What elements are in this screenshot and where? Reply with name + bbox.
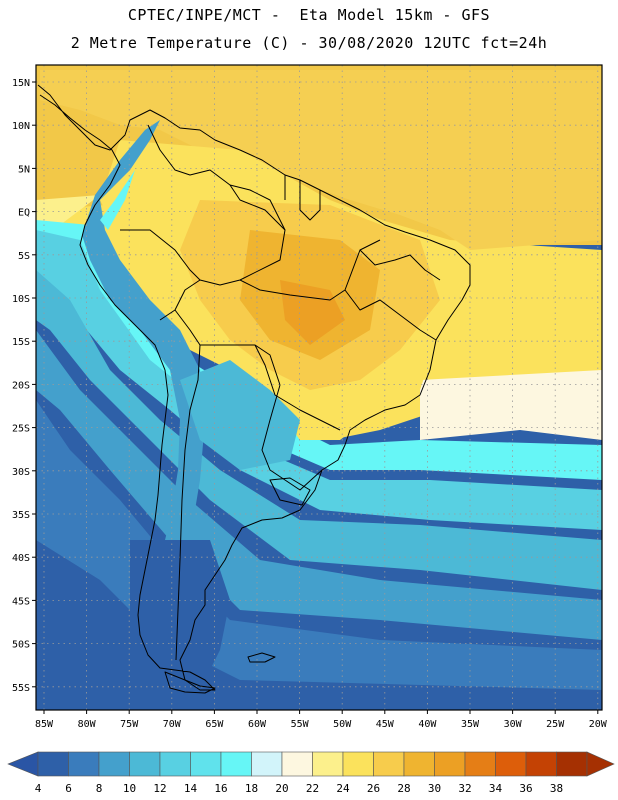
graticule bbox=[36, 65, 602, 710]
colorbar-label: 36 bbox=[519, 782, 532, 795]
colorbar-swatch bbox=[434, 751, 466, 777]
lat-tick-label: 55S bbox=[12, 683, 30, 694]
lon-tick-label: 20W bbox=[589, 719, 608, 730]
lon-tick-label: 25W bbox=[546, 719, 565, 730]
lat-tick-label: 10S bbox=[12, 294, 30, 305]
colorbar-label: 38 bbox=[550, 782, 563, 795]
colorbar-label: 32 bbox=[458, 782, 471, 795]
colorbar-label: 22 bbox=[306, 782, 319, 795]
lon-tick-label: 85W bbox=[35, 719, 54, 730]
lon-tick-label: 65W bbox=[205, 719, 224, 730]
colorbar-swatch bbox=[342, 751, 374, 777]
colorbar-under-arrow bbox=[7, 751, 39, 777]
chart-subtitle: 2 Metre Temperature (C) - 30/08/2020 12U… bbox=[70, 34, 548, 52]
lat-tick-label: 45S bbox=[12, 596, 30, 607]
lon-tick-label: 30W bbox=[504, 719, 523, 730]
colorbar-label: 10 bbox=[123, 782, 136, 795]
lon-tick-label: 70W bbox=[163, 719, 182, 730]
lat-tick-label: 30S bbox=[12, 467, 30, 478]
lat-tick-label: 15N bbox=[12, 78, 30, 89]
colorbar-swatch bbox=[251, 751, 283, 777]
colorbar-label: 24 bbox=[336, 782, 350, 795]
lat-tick-label: 5N bbox=[18, 164, 30, 175]
colorbar-swatch bbox=[495, 751, 527, 777]
lat-tick-label: 5S bbox=[18, 251, 30, 262]
map-border bbox=[35, 64, 603, 711]
colorbar-label: 8 bbox=[96, 782, 103, 795]
colorbar-swatch bbox=[312, 751, 344, 777]
colorbar: 4 6 8 10 12 14 16 18 20 22 24 26 28 30 32 34 36 38 bbox=[7, 751, 615, 795]
colorbar-swatch bbox=[159, 751, 191, 777]
colorbar-swatch bbox=[525, 751, 557, 777]
colorbar-swatch bbox=[403, 751, 435, 777]
lon-tick-label: 35W bbox=[461, 719, 480, 730]
colorbar-over-arrow bbox=[586, 751, 615, 777]
lat-tick-label: EQ bbox=[18, 208, 30, 219]
colorbar-swatch bbox=[373, 751, 405, 777]
coastline bbox=[37, 84, 471, 694]
colorbar-swatch bbox=[464, 751, 496, 777]
colorbar-swatch bbox=[129, 751, 161, 777]
colorbar-label: 12 bbox=[153, 782, 166, 795]
colorbar-swatch bbox=[68, 751, 100, 777]
colorbar-label: 18 bbox=[245, 782, 258, 795]
colorbar-swatch bbox=[556, 751, 588, 777]
colorbar-swatch bbox=[37, 751, 69, 777]
lat-tick-label: 25S bbox=[12, 424, 30, 435]
colorbar-label: 6 bbox=[65, 782, 72, 795]
lat-tick-label: 15S bbox=[12, 337, 30, 348]
lat-tick-label: 10N bbox=[12, 121, 30, 132]
lon-tick-label: 55W bbox=[291, 719, 310, 730]
lon-tick-label: 80W bbox=[78, 719, 97, 730]
colorbar-label: 4 bbox=[35, 782, 42, 795]
colorbar-label: 28 bbox=[397, 782, 410, 795]
chart-title: CPTEC/INPE/MCT - Eta Model 15km - GFS bbox=[127, 6, 491, 24]
lon-tick-label: 45W bbox=[376, 719, 395, 730]
colorbar-label: 20 bbox=[275, 782, 288, 795]
lat-tick-label: 35S bbox=[12, 510, 30, 521]
temperature-field bbox=[36, 65, 602, 710]
colorbar-swatch bbox=[190, 751, 222, 777]
longitude-axis: 85W 80W 75W 70W 65W 60W 55W 50W 45W 40W 35W 30W 25W 2… bbox=[35, 710, 608, 730]
colorbar-swatch bbox=[98, 751, 130, 777]
colorbar-label: 14 bbox=[184, 782, 198, 795]
lat-tick-label: 20S bbox=[12, 380, 30, 391]
colorbar-label: 34 bbox=[489, 782, 503, 795]
colorbar-swatch bbox=[220, 751, 252, 777]
lon-tick-label: 50W bbox=[333, 719, 352, 730]
lon-tick-label: 60W bbox=[248, 719, 267, 730]
colorbar-swatch bbox=[281, 751, 313, 777]
lat-tick-label: 40S bbox=[12, 553, 30, 564]
lat-tick-label: 50S bbox=[12, 640, 30, 651]
colorbar-label: 26 bbox=[367, 782, 380, 795]
lon-tick-label: 75W bbox=[120, 719, 139, 730]
latitude-axis: 15N 10N 5N EQ 5S 10S 15S 20S 25S 30S 35S 40S 45S 50S 5… bbox=[12, 78, 36, 694]
lon-tick-label: 40W bbox=[418, 719, 437, 730]
colorbar-label: 30 bbox=[428, 782, 441, 795]
colorbar-label: 16 bbox=[214, 782, 227, 795]
